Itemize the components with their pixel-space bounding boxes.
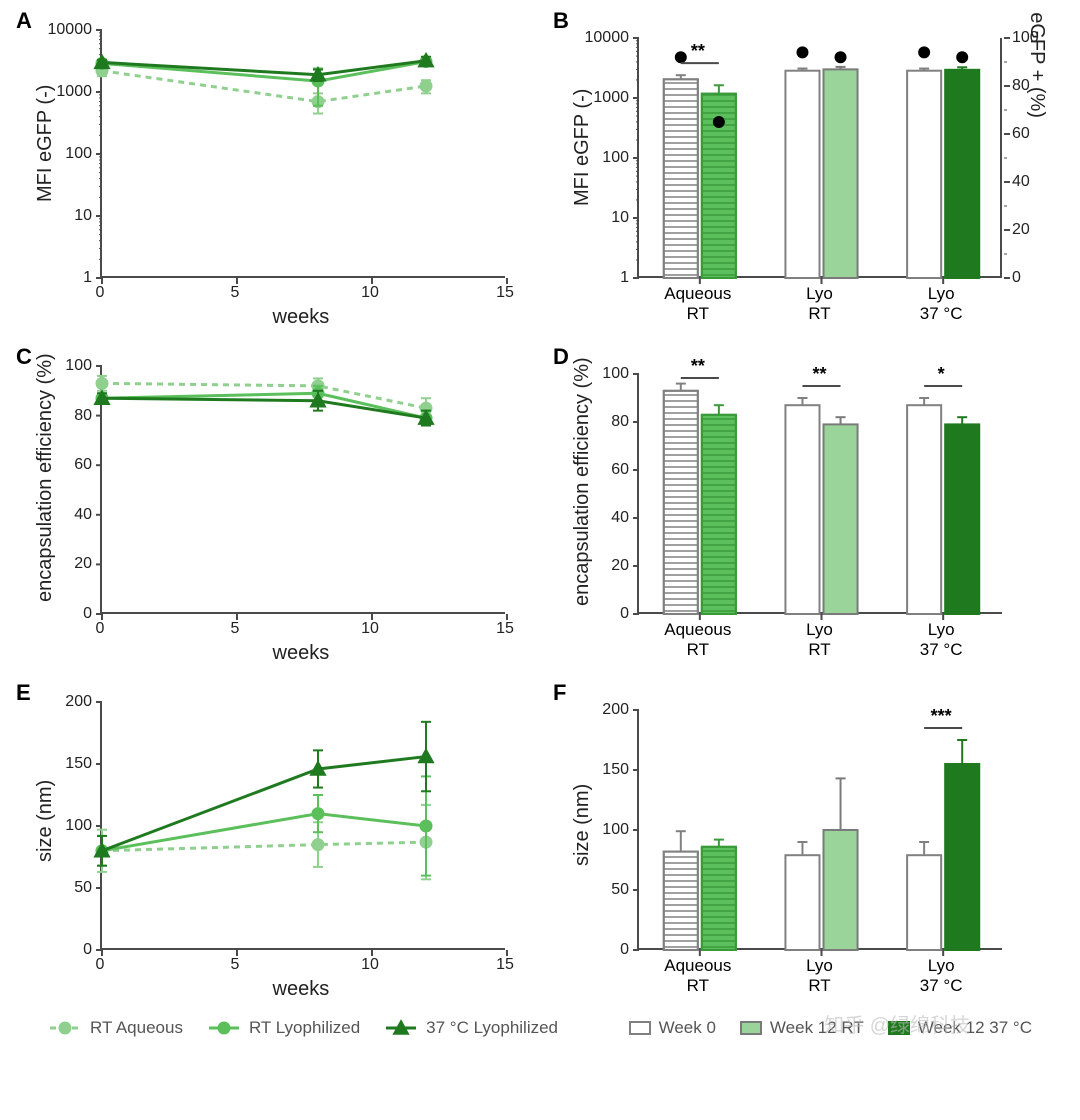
panel-F: F 050100150200AqueousRTLyoRTLyo37 °C***s… <box>555 682 1062 1012</box>
legend-item: Week 12 37 °C <box>888 1018 1032 1038</box>
panel-D: D 020406080100AqueousRTLyoRTLyo37 °C****… <box>555 346 1062 676</box>
figure: A 110100100010000051015MFI eGFP (-)weeks… <box>0 0 1080 1120</box>
panel-B: B 110100100010000020406080100AqueousRTLy… <box>555 10 1062 340</box>
panel-label-E: E <box>16 680 31 706</box>
panel-label-D: D <box>553 344 569 370</box>
legend-item: Week 0 <box>629 1018 716 1038</box>
legend-item: RT Lyophilized <box>207 1018 360 1038</box>
panel-label-C: C <box>16 344 32 370</box>
line-legend: RT Aqueous RT Lyophilized 37 °C Lyophilize… <box>48 1018 558 1038</box>
bar-legend: Week 0 Week 12 RT Week 12 37 °C <box>629 1018 1032 1038</box>
legend-row: RT Aqueous RT Lyophilized 37 °C Lyophilize… <box>18 1018 1062 1098</box>
legend-item: RT Aqueous <box>48 1018 183 1038</box>
panel-label-F: F <box>553 680 566 706</box>
legend-item: 37 °C Lyophilized <box>384 1018 558 1038</box>
panel-C: C 020406080100051015encapsulation effici… <box>18 346 525 676</box>
legend-item: Week 12 RT <box>740 1018 864 1038</box>
panel-label-B: B <box>553 8 569 34</box>
panel-E: E 050100150200051015size (nm)weeks <box>18 682 525 1012</box>
panel-A: A 110100100010000051015MFI eGFP (-)weeks <box>18 10 525 340</box>
panel-label-A: A <box>16 8 32 34</box>
